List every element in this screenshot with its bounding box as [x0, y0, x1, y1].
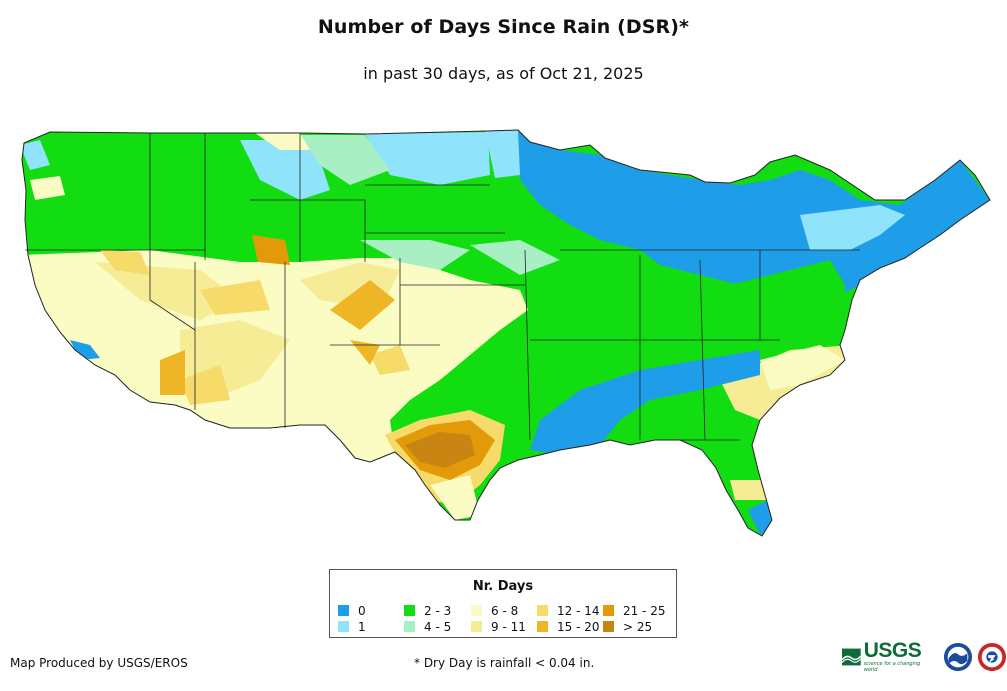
dry-region-west-9-11-days — [95, 262, 400, 400]
legend-swatch — [404, 605, 415, 616]
legend-label: 21 - 25 — [623, 603, 666, 618]
usgs-wave-icon — [842, 648, 861, 666]
legend-swatch — [471, 605, 482, 616]
legend-item: 1 — [338, 619, 366, 634]
logo-group: USGS science for a changing world — [842, 639, 1007, 675]
southeast-6-8-days — [760, 345, 845, 390]
mid-atlantic-2-3-days — [730, 260, 845, 345]
map-title: Number of Days Since Rain (DSR)* — [317, 16, 690, 38]
noaa-logo-icon — [943, 642, 973, 672]
legend-item: 4 - 5 — [404, 619, 452, 634]
dry-patch-15-20-days — [160, 280, 395, 395]
map-credit: Map Produced by USGS/EROS — [10, 656, 188, 670]
legend-swatch — [603, 621, 614, 632]
state-boundaries — [25, 133, 860, 441]
legend-item: 9 - 11 — [471, 619, 526, 634]
legend-label: 15 - 20 — [557, 619, 600, 634]
legend-item: 2 - 3 — [404, 603, 452, 618]
legend-swatch — [338, 621, 349, 632]
legend-swatch — [404, 621, 415, 632]
legend: Nr. Days 0 1 2 - 3 4 - 5 6 - 8 9 - 11 12… — [329, 569, 677, 638]
legend-item: 0 — [338, 603, 366, 618]
legend-item: 6 - 8 — [471, 603, 519, 618]
legend-label: 1 — [358, 619, 366, 634]
dsr-classes — [22, 130, 990, 536]
pacific-northwest-1-day — [22, 140, 50, 170]
great-lakes-0-days — [518, 130, 990, 300]
legend-swatch — [338, 605, 349, 616]
legend-label: 4 - 5 — [424, 619, 452, 634]
legend-item: > 25 — [603, 619, 653, 634]
usgs-wordmark: USGS — [863, 638, 922, 662]
usgs-tagline: science for a changing world — [863, 660, 921, 673]
dry-patch-12-14-days — [100, 250, 410, 405]
dry-patch-21-25-days — [252, 235, 290, 265]
legend-label: 6 - 8 — [491, 603, 519, 618]
legend-swatch — [471, 621, 482, 632]
usgs-logo: USGS science for a changing world — [842, 638, 931, 673]
north-plains-6-8-days — [30, 133, 310, 200]
northeast-1-day — [485, 130, 905, 250]
florida-south-0-days — [748, 500, 772, 535]
legend-label: 2 - 3 — [424, 603, 452, 618]
legend-label: 0 — [358, 603, 366, 618]
legend-swatch — [537, 605, 548, 616]
texas-coast-6-8-days — [430, 475, 480, 520]
legend-swatch — [603, 605, 614, 616]
legend-item: 15 - 20 — [537, 619, 600, 634]
legend-item: 12 - 14 — [537, 603, 600, 618]
mississippi-band-0-days — [530, 350, 760, 455]
legend-label: 12 - 14 — [557, 603, 600, 618]
national-weather-service-logo-icon — [977, 642, 1007, 672]
footnote: * Dry Day is rainfall < 0.04 in. — [414, 656, 595, 670]
legend-label: > 25 — [623, 619, 653, 634]
legend-swatch — [537, 621, 548, 632]
texas-dry-over-25-days — [405, 432, 475, 468]
legend-title: Nr. Days — [472, 579, 534, 594]
map-subtitle: in past 30 days, as of Oct 21, 2025 — [363, 64, 644, 83]
legend-label: 9 - 11 — [491, 619, 526, 634]
legend-item: 21 - 25 — [603, 603, 666, 618]
